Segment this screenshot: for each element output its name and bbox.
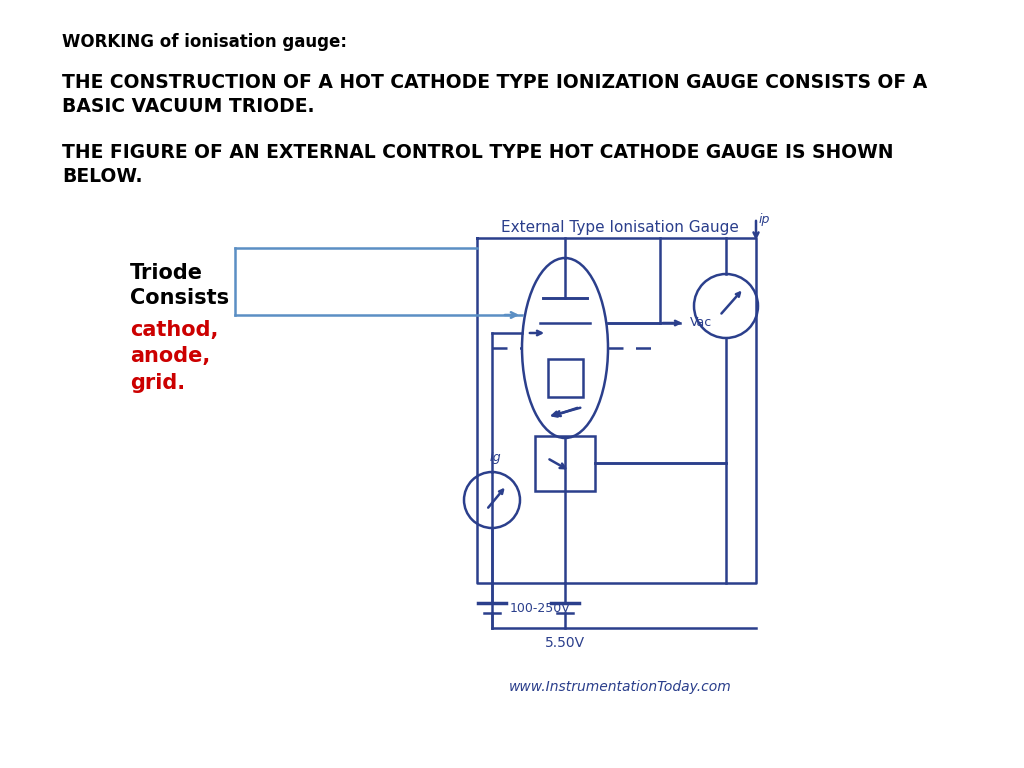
- Text: Ig: Ig: [490, 451, 502, 464]
- Text: External Type Ionisation Gauge: External Type Ionisation Gauge: [501, 220, 739, 235]
- Text: 100-250V: 100-250V: [510, 601, 570, 614]
- Text: Vac: Vac: [690, 316, 713, 329]
- Text: THE FIGURE OF AN EXTERNAL CONTROL TYPE HOT CATHODE GAUGE IS SHOWN
BELOW.: THE FIGURE OF AN EXTERNAL CONTROL TYPE H…: [62, 143, 894, 187]
- Text: Triode
Consists: Triode Consists: [130, 263, 229, 308]
- Text: www.InstrumentationToday.com: www.InstrumentationToday.com: [509, 680, 731, 694]
- Bar: [548, 359, 583, 397]
- Text: THE CONSTRUCTION OF A HOT CATHODE TYPE IONIZATION GAUGE CONSISTS OF A
BASIC VACU: THE CONSTRUCTION OF A HOT CATHODE TYPE I…: [62, 73, 928, 116]
- Text: WORKING of ionisation gauge:: WORKING of ionisation gauge:: [62, 33, 347, 51]
- Text: cathod,
anode,
grid.: cathod, anode, grid.: [130, 320, 218, 392]
- Text: ip: ip: [759, 213, 770, 226]
- Bar: [535, 435, 595, 491]
- Text: 5.50V: 5.50V: [545, 636, 585, 650]
